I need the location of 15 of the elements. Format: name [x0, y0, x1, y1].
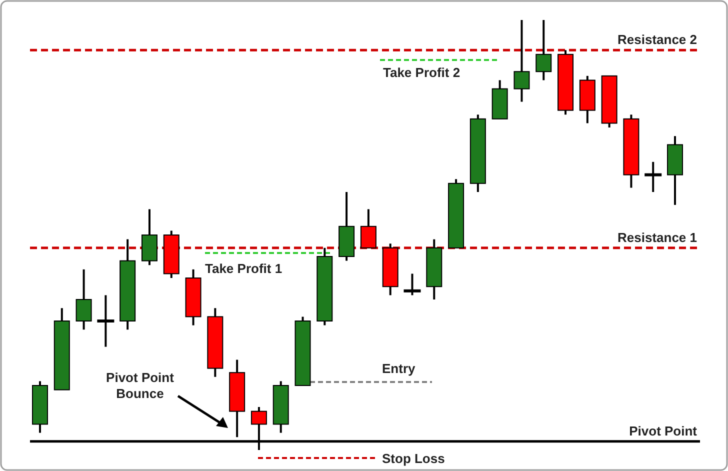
candlestick — [360, 208, 376, 249]
candlestick — [514, 19, 530, 103]
ref-line-label: Resistance 1 — [618, 230, 697, 245]
annotation: Take Profit 1 — [205, 261, 282, 276]
annotation: Entry — [382, 361, 416, 376]
annotation: Pivot Point Bounce — [106, 370, 175, 401]
ref-line-label: Resistance 2 — [618, 32, 697, 48]
annotation: Take Profit 2 — [383, 65, 460, 80]
candlestick — [536, 19, 552, 82]
text: Stop Loss — [382, 451, 445, 466]
candlestick — [76, 268, 92, 331]
ref-line-label: Pivot Point — [629, 423, 698, 438]
candlestick — [97, 294, 114, 348]
candlestick — [404, 272, 421, 296]
candlestick — [644, 160, 662, 193]
